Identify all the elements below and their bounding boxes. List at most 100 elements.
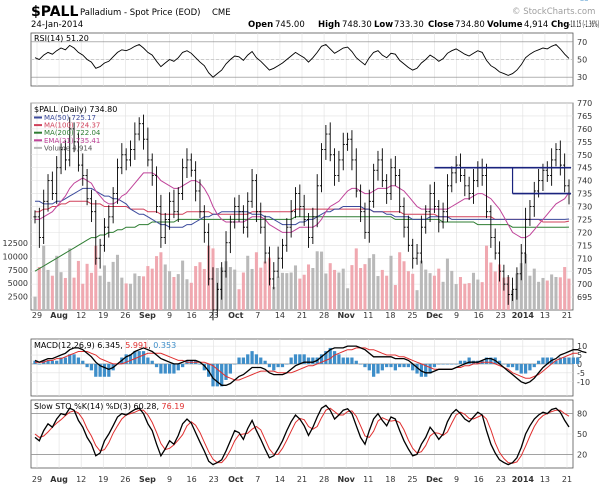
macd-y-tick-label: -10 xyxy=(577,378,590,387)
macd-histogram-bar xyxy=(363,363,367,368)
volume-bar xyxy=(393,285,397,310)
macd-label-part: 0.353 xyxy=(153,341,176,350)
volume-bar xyxy=(159,252,163,310)
macd-histogram-bar xyxy=(576,357,580,364)
volume-bar xyxy=(137,276,141,310)
price-x-tick-label: 18 xyxy=(385,311,395,320)
volume-bar xyxy=(76,260,80,310)
macd-histogram-bar xyxy=(450,363,454,365)
ema21-line xyxy=(35,172,570,239)
macd-histogram-bar xyxy=(393,363,397,371)
volume-bar xyxy=(550,274,554,310)
macd-histogram-bar xyxy=(254,354,259,364)
macd-histogram-bar xyxy=(415,363,419,374)
macd-histogram-bar xyxy=(389,363,393,368)
stockcharts-brand[interactable]: © StockCharts.com xyxy=(512,7,595,17)
volume-bar xyxy=(476,279,480,310)
macd-histogram-bar xyxy=(198,363,202,365)
macd-histogram-bar xyxy=(220,363,224,387)
volume-bar xyxy=(68,248,72,310)
macd-histogram-bar xyxy=(424,363,428,377)
macd-label-part: 5.991 xyxy=(125,341,148,350)
volume-bar xyxy=(254,252,258,310)
sto-x-tick-label: 26 xyxy=(120,475,130,484)
macd-histogram-bar xyxy=(532,363,536,368)
macd-histogram-bar xyxy=(463,360,467,364)
macd-histogram-bar xyxy=(180,363,185,368)
macd-histogram-bar xyxy=(332,351,337,364)
macd-histogram-bar xyxy=(398,363,402,368)
macd-histogram-bar xyxy=(159,363,163,374)
volume-bar xyxy=(168,271,172,310)
volume-bar xyxy=(272,286,276,310)
macd-histogram-bar xyxy=(285,363,289,365)
price-x-tick-label: 19 xyxy=(98,311,108,320)
macd-histogram-bar xyxy=(163,363,167,374)
macd-histogram-bar xyxy=(428,363,432,374)
high-label: High xyxy=(318,20,340,30)
symbol-title: $PALL xyxy=(31,4,78,20)
macd-histogram-bar xyxy=(85,363,89,368)
macd-histogram-bar xyxy=(146,357,150,364)
volume-tick-label: 10000 xyxy=(3,252,28,261)
macd-histogram-bar xyxy=(276,363,280,368)
volume-bar xyxy=(493,271,497,310)
macd-histogram-bar xyxy=(558,357,562,364)
volume-bar xyxy=(280,272,284,310)
chg-label: Chg xyxy=(551,20,569,30)
volume-bar xyxy=(437,268,441,310)
volume-bar xyxy=(163,264,167,310)
volume-bar xyxy=(385,275,389,310)
volume-bar xyxy=(467,283,471,310)
sto-x-tick-label: Aug xyxy=(50,475,68,484)
price-x-tick-label: Oct xyxy=(228,311,244,320)
sto-x-tick-label: 7 xyxy=(255,475,260,484)
macd-histogram-bar xyxy=(571,357,575,364)
volume-bar xyxy=(42,245,46,310)
sto-x-tick-label: Nov xyxy=(337,475,355,484)
macd-histogram-bar xyxy=(437,363,441,365)
price-y-tick-label: 745 xyxy=(577,164,592,173)
sto-y-tick-label: 50 xyxy=(577,430,587,439)
macd-signal-line xyxy=(35,347,578,381)
macd-histogram-bar xyxy=(124,354,128,364)
volume-bar xyxy=(276,276,280,310)
rsi-label: RSI(14) 51.20 xyxy=(34,34,89,43)
volume-bar xyxy=(111,261,115,310)
macd-histogram-bar xyxy=(350,357,354,364)
macd-histogram-bar xyxy=(89,363,94,371)
volume-bar xyxy=(498,264,502,310)
macd-label: MACD(12,26,9) 6.345, 5.991, 0.353 xyxy=(34,341,176,350)
volume-bar xyxy=(567,278,571,310)
price-y-tick-label: 735 xyxy=(577,190,592,199)
sto-x-tick-label: 18 xyxy=(385,475,395,484)
sto-x-tick-label: 9 xyxy=(454,475,459,484)
price-y-tick-label: 755 xyxy=(577,138,592,147)
macd-histogram-bar xyxy=(358,363,363,365)
sto-x-tick-label: 14 xyxy=(275,475,285,484)
volume-bar xyxy=(155,256,159,310)
volume-bar xyxy=(324,273,328,310)
macd-histogram-bar xyxy=(528,363,532,371)
macd-histogram-bar xyxy=(59,357,63,364)
sto-x-tick-label: 25 xyxy=(407,475,417,484)
macd-histogram-bar xyxy=(46,360,50,364)
price-y-tick-label: 725 xyxy=(577,215,592,224)
macd-histogram-bar xyxy=(515,363,519,371)
volume-bar xyxy=(428,273,432,310)
volume-bar xyxy=(250,268,254,310)
volume-bar xyxy=(46,269,50,310)
close-value: 734.80 xyxy=(455,20,485,30)
price-x-tick-label: Aug xyxy=(50,311,68,320)
volume-bar xyxy=(233,269,237,310)
price-y-tick-label: 720 xyxy=(577,228,592,237)
volume-bar xyxy=(228,267,232,310)
volume-bar xyxy=(502,277,506,310)
macd-histogram-bar xyxy=(176,363,180,371)
volume-bar xyxy=(354,248,358,310)
volume-bar xyxy=(471,272,476,310)
macd-histogram-bar xyxy=(250,351,254,364)
volume-bar xyxy=(337,272,341,310)
macd-histogram-bar xyxy=(545,357,549,364)
